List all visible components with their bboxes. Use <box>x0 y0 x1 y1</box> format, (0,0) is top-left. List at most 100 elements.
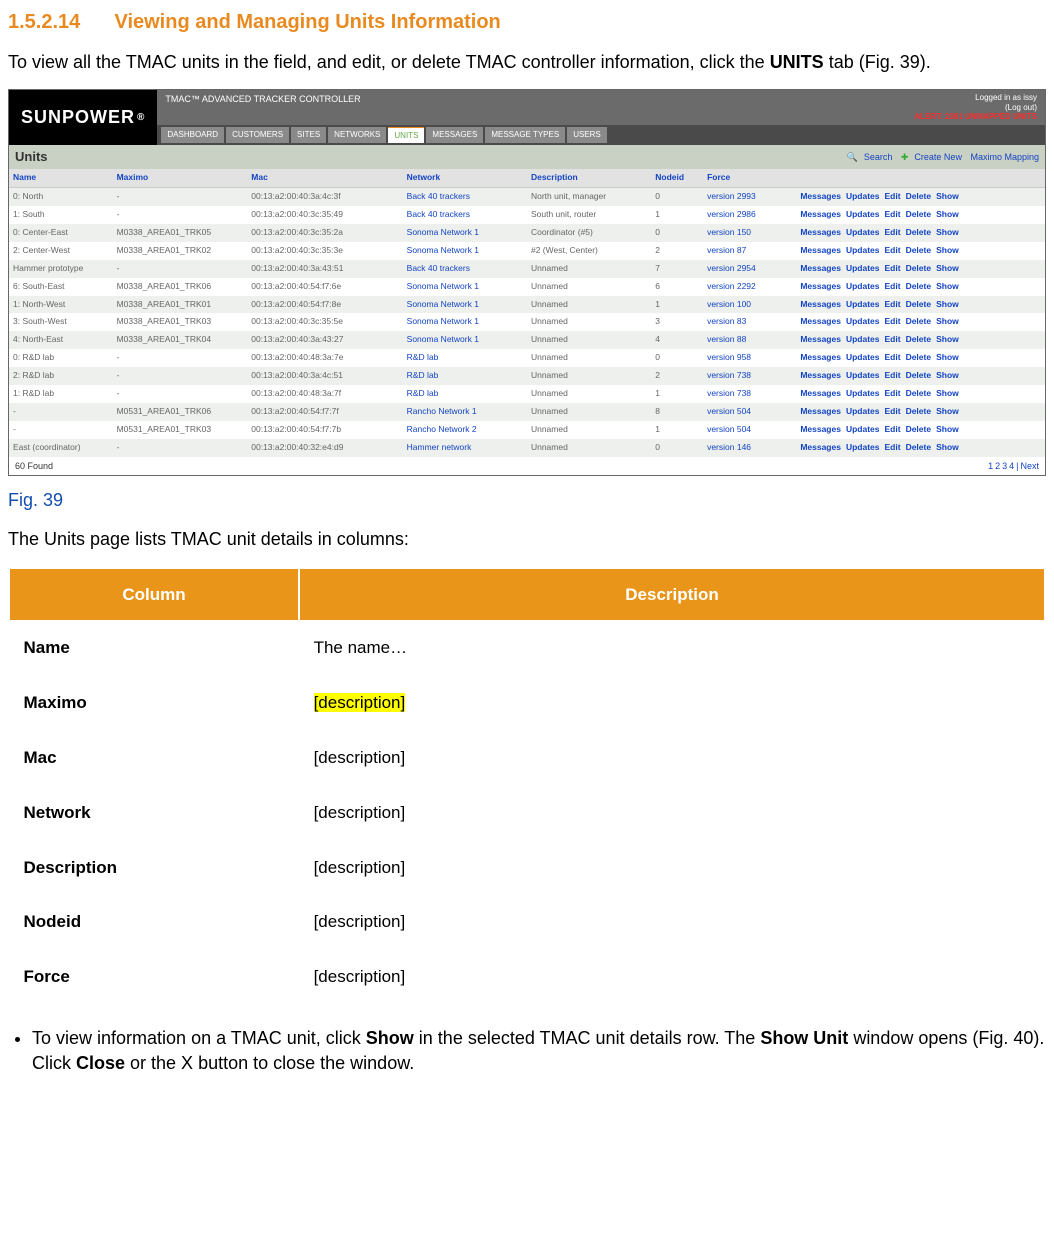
action-updates[interactable]: Updates <box>846 209 880 219</box>
action-messages[interactable]: Messages <box>800 334 841 344</box>
action-delete[interactable]: Delete <box>906 209 932 219</box>
action-messages[interactable]: Messages <box>800 370 841 380</box>
action-updates[interactable]: Updates <box>846 263 880 273</box>
action-edit[interactable]: Edit <box>885 209 901 219</box>
action-messages[interactable]: Messages <box>800 299 841 309</box>
pager-link[interactable]: Next <box>1020 461 1039 471</box>
action-messages[interactable]: Messages <box>800 281 841 291</box>
panel-title: Units <box>15 148 48 166</box>
action-edit[interactable]: Edit <box>885 281 901 291</box>
action-edit[interactable]: Edit <box>885 388 901 398</box>
pager-link[interactable]: 4 <box>1009 461 1014 471</box>
action-edit[interactable]: Edit <box>885 424 901 434</box>
create-new-link[interactable]: Create New <box>914 152 962 162</box>
action-delete[interactable]: Delete <box>906 352 932 362</box>
pager-link[interactable]: 1 <box>988 461 993 471</box>
action-delete[interactable]: Delete <box>906 334 932 344</box>
tab-units[interactable]: UNITS <box>388 127 424 143</box>
action-show[interactable]: Show <box>936 424 959 434</box>
action-messages[interactable]: Messages <box>800 191 841 201</box>
action-edit[interactable]: Edit <box>885 442 901 452</box>
action-show[interactable]: Show <box>936 245 959 255</box>
action-show[interactable]: Show <box>936 406 959 416</box>
action-delete[interactable]: Delete <box>906 281 932 291</box>
action-messages[interactable]: Messages <box>800 424 841 434</box>
logged-in: Logged in as issy <box>975 93 1037 102</box>
action-show[interactable]: Show <box>936 209 959 219</box>
action-updates[interactable]: Updates <box>846 316 880 326</box>
bullet-p2: in the selected TMAC unit details row. T… <box>414 1028 761 1048</box>
action-edit[interactable]: Edit <box>885 370 901 380</box>
tab-customers[interactable]: CUSTOMERS <box>226 127 289 143</box>
action-delete[interactable]: Delete <box>906 263 932 273</box>
action-show[interactable]: Show <box>936 442 959 452</box>
tab-sites[interactable]: SITES <box>291 127 326 143</box>
tab-networks[interactable]: NETWORKS <box>328 127 386 143</box>
action-updates[interactable]: Updates <box>846 227 880 237</box>
pager-link[interactable]: 2 <box>995 461 1000 471</box>
action-edit[interactable]: Edit <box>885 299 901 309</box>
action-edit[interactable]: Edit <box>885 245 901 255</box>
pager-link[interactable]: 3 <box>1002 461 1007 471</box>
logout-link[interactable]: (Log out) <box>1005 103 1037 112</box>
action-messages[interactable]: Messages <box>800 227 841 237</box>
table-cell: version 87 <box>703 242 796 260</box>
action-delete[interactable]: Delete <box>906 227 932 237</box>
action-show[interactable]: Show <box>936 370 959 380</box>
action-show[interactable]: Show <box>936 299 959 309</box>
action-delete[interactable]: Delete <box>906 316 932 326</box>
action-edit[interactable]: Edit <box>885 191 901 201</box>
action-messages[interactable]: Messages <box>800 209 841 219</box>
action-delete[interactable]: Delete <box>906 299 932 309</box>
action-messages[interactable]: Messages <box>800 406 841 416</box>
action-edit[interactable]: Edit <box>885 352 901 362</box>
action-show[interactable]: Show <box>936 191 959 201</box>
action-messages[interactable]: Messages <box>800 352 841 362</box>
action-updates[interactable]: Updates <box>846 245 880 255</box>
action-show[interactable]: Show <box>936 316 959 326</box>
action-delete[interactable]: Delete <box>906 191 932 201</box>
tab-messages[interactable]: MESSAGES <box>426 127 483 143</box>
action-messages[interactable]: Messages <box>800 388 841 398</box>
action-edit[interactable]: Edit <box>885 334 901 344</box>
tab-users[interactable]: USERS <box>567 127 607 143</box>
action-delete[interactable]: Delete <box>906 442 932 452</box>
action-show[interactable]: Show <box>936 388 959 398</box>
action-updates[interactable]: Updates <box>846 334 880 344</box>
tab-message-types[interactable]: MESSAGE TYPES <box>485 127 565 143</box>
table-cell: Coordinator (#5) <box>527 224 651 242</box>
action-updates[interactable]: Updates <box>846 388 880 398</box>
action-updates[interactable]: Updates <box>846 299 880 309</box>
action-delete[interactable]: Delete <box>906 245 932 255</box>
coldesc-desc: [description] <box>299 895 1045 950</box>
table-cell: Sonoma Network 1 <box>403 331 527 349</box>
action-edit[interactable]: Edit <box>885 227 901 237</box>
action-messages[interactable]: Messages <box>800 316 841 326</box>
action-show[interactable]: Show <box>936 263 959 273</box>
search-link[interactable]: Search <box>864 152 893 162</box>
action-updates[interactable]: Updates <box>846 424 880 434</box>
action-messages[interactable]: Messages <box>800 263 841 273</box>
action-show[interactable]: Show <box>936 352 959 362</box>
tab-dashboard[interactable]: DASHBOARD <box>161 127 224 143</box>
action-edit[interactable]: Edit <box>885 406 901 416</box>
action-delete[interactable]: Delete <box>906 424 932 434</box>
action-updates[interactable]: Updates <box>846 352 880 362</box>
action-messages[interactable]: Messages <box>800 245 841 255</box>
action-updates[interactable]: Updates <box>846 442 880 452</box>
action-updates[interactable]: Updates <box>846 191 880 201</box>
action-delete[interactable]: Delete <box>906 388 932 398</box>
action-delete[interactable]: Delete <box>906 406 932 416</box>
action-edit[interactable]: Edit <box>885 316 901 326</box>
table-cell: 00:13:a2:00:40:3a:4c:51 <box>247 367 402 385</box>
action-show[interactable]: Show <box>936 281 959 291</box>
action-delete[interactable]: Delete <box>906 370 932 380</box>
action-edit[interactable]: Edit <box>885 263 901 273</box>
action-show[interactable]: Show <box>936 334 959 344</box>
action-updates[interactable]: Updates <box>846 281 880 291</box>
maximo-mapping-link[interactable]: Maximo Mapping <box>970 152 1039 162</box>
action-updates[interactable]: Updates <box>846 406 880 416</box>
action-updates[interactable]: Updates <box>846 370 880 380</box>
action-messages[interactable]: Messages <box>800 442 841 452</box>
action-show[interactable]: Show <box>936 227 959 237</box>
